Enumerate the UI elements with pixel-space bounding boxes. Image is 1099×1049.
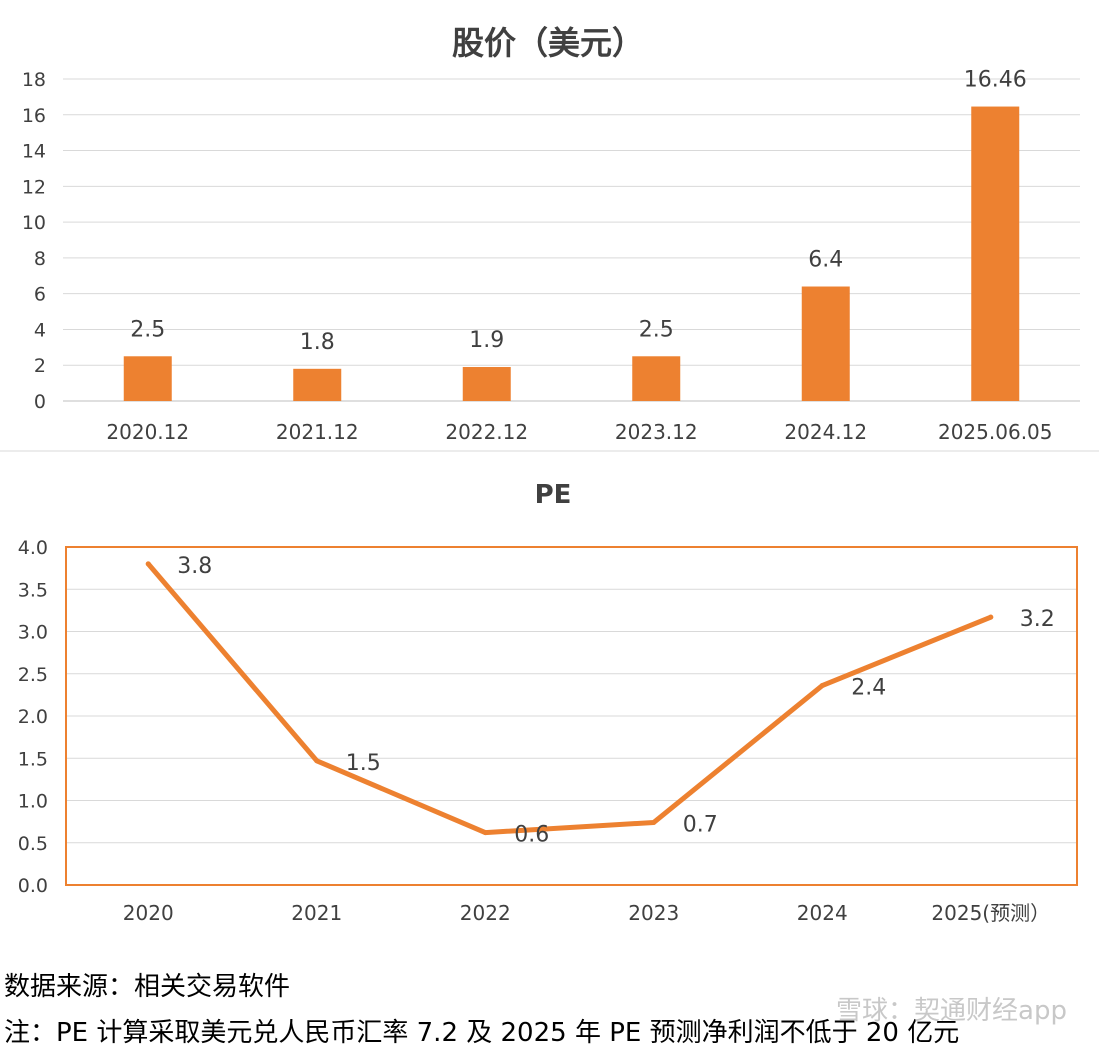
watermark: 雪球：契通财经app	[836, 996, 1067, 1026]
bar-data-label: 2.5	[130, 317, 165, 342]
stock-price-bar-chart: 股价（美元） 0 2 4 6 8 10 12 14 16 18 2.5 1.8 1.9 2.5 6.4 16…	[22, 24, 1080, 444]
bar-x-tick-label: 2023.12	[615, 420, 698, 444]
bar-y-tick-label: 2	[34, 355, 46, 377]
pe-point	[482, 830, 488, 836]
bar-chart-gridlines	[63, 78, 1080, 402]
line-x-tick-label: 2022	[460, 901, 511, 925]
bar-x-tick-label: 2024.12	[784, 420, 867, 444]
bar-chart-x-axis: 2020.12 2021.12 2022.12 2023.12 2024.12 2025.…	[106, 420, 1052, 444]
line-chart-series	[145, 561, 994, 836]
bar	[632, 356, 681, 401]
pe-line-chart: PE 0.0 0.5 1.0 1.5 2.0 2.5 3.0 3.5 4.0 3.8 1.5 0.6…	[18, 480, 1078, 925]
footnote: 注：PE 计算采取美元兑人民币汇率 7.2 及 2025 年 PE 预测净利润不…	[4, 1018, 960, 1048]
bar-x-tick-label: 2021.12	[276, 420, 359, 444]
line-y-tick-label: 2.5	[18, 664, 48, 686]
line-y-tick-label: 0.0	[18, 875, 48, 897]
line-y-tick-label: 0.5	[18, 833, 48, 855]
bar	[123, 356, 172, 401]
line-y-tick-label: 1.0	[18, 791, 48, 813]
bar-data-label: 1.8	[300, 330, 335, 355]
bar-x-tick-label: 2025.06.05	[938, 420, 1053, 444]
line-x-tick-label: 2023	[628, 901, 679, 925]
pe-point	[651, 819, 657, 825]
line-y-tick-label: 1.5	[18, 748, 48, 770]
bar	[293, 368, 342, 401]
line-x-tick-label: 2021	[291, 901, 342, 925]
bar-data-label: 6.4	[808, 248, 843, 273]
source-note: 数据来源：相关交易软件	[4, 972, 291, 1002]
bar-y-tick-label: 16	[22, 105, 46, 127]
line-y-tick-label: 4.0	[18, 537, 48, 559]
pe-point	[988, 614, 994, 620]
pe-data-label: 0.7	[683, 812, 718, 837]
bar-chart-bars	[123, 106, 1020, 401]
line-chart-data-labels: 3.8 1.5 0.6 0.7 2.4 3.2	[177, 554, 1055, 848]
bar-y-tick-label: 18	[22, 69, 46, 91]
line-y-tick-label: 3.5	[18, 579, 48, 601]
pe-data-label: 3.2	[1020, 607, 1055, 632]
bar-chart-data-labels: 2.5 1.8 1.9 2.5 6.4 16.46	[130, 68, 1026, 355]
pe-data-label: 2.4	[851, 676, 886, 701]
bar-x-tick-label: 2020.12	[106, 420, 189, 444]
line-chart-y-axis: 0.0 0.5 1.0 1.5 2.0 2.5 3.0 3.5 4.0	[18, 537, 48, 897]
bar-y-tick-label: 4	[34, 319, 46, 341]
line-x-tick-label: 2024	[797, 901, 848, 925]
bar	[801, 286, 850, 401]
line-y-tick-label: 2.0	[18, 706, 48, 728]
line-chart-title: PE	[535, 480, 572, 510]
bar-data-label: 16.46	[964, 68, 1027, 93]
bar-y-tick-label: 8	[34, 248, 46, 270]
pe-point	[314, 758, 320, 764]
bar-chart-title: 股价（美元）	[452, 24, 644, 62]
bar	[971, 106, 1020, 401]
line-x-tick-label: 2025(预测）	[931, 901, 1050, 925]
bar-y-tick-label: 0	[34, 391, 46, 413]
pe-point	[145, 561, 151, 567]
pe-data-label: 0.6	[514, 823, 549, 848]
bar-y-tick-label: 12	[22, 176, 46, 198]
line-y-tick-label: 3.0	[18, 622, 48, 644]
bar-x-tick-label: 2022.12	[445, 420, 528, 444]
pe-data-label: 1.5	[346, 751, 381, 776]
pe-series-line	[145, 561, 994, 836]
line-chart-x-axis: 2020 2021 2022 2023 2024 2025(预测）	[123, 901, 1050, 925]
charts-canvas: 股价（美元） 0 2 4 6 8 10 12 14 16 18 2.5 1.8 1.9 2.5 6.4 16…	[0, 24, 1099, 925]
bar-y-tick-label: 6	[34, 284, 46, 306]
line-chart-plot-border	[65, 546, 1078, 886]
bar-data-label: 2.5	[639, 317, 674, 342]
line-chart-gridlines	[66, 588, 1077, 844]
bar-chart-y-axis: 0 2 4 6 8 10 12 14 16 18	[22, 69, 46, 413]
pe-point	[819, 683, 825, 689]
pe-data-label: 3.8	[177, 554, 212, 579]
bar-y-tick-label: 10	[22, 212, 46, 234]
line-x-tick-label: 2020	[123, 901, 174, 925]
bar-y-tick-label: 14	[22, 141, 46, 163]
bar-data-label: 1.9	[469, 328, 504, 353]
bar	[462, 367, 511, 401]
